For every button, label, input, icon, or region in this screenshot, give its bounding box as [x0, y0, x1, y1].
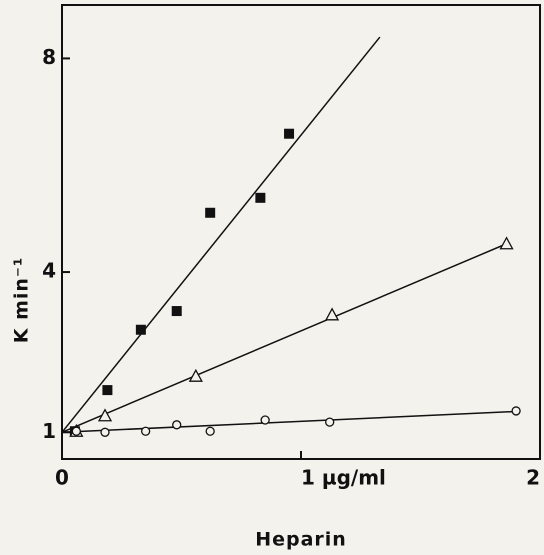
point: [100, 427, 110, 437]
point: [260, 415, 270, 425]
y-tick-label: 4: [42, 259, 56, 283]
point: [324, 307, 340, 321]
point: [325, 417, 335, 427]
x-tick-label: 0: [55, 466, 69, 490]
point: [71, 426, 81, 436]
point: [205, 207, 216, 218]
point: [171, 306, 182, 317]
x-axis-label: Heparin: [255, 529, 347, 551]
fit-line: [61, 410, 517, 434]
fit-line: [61, 36, 381, 433]
point: [284, 128, 295, 139]
fit-line: [61, 243, 507, 433]
point: [205, 426, 215, 436]
point: [102, 385, 113, 396]
y-tick-label: 8: [42, 45, 56, 69]
x-tick-label: 1 µg/ml: [301, 466, 386, 490]
point: [511, 406, 521, 416]
point: [140, 426, 151, 436]
point: [188, 368, 203, 382]
point: [255, 192, 266, 203]
point: [97, 408, 113, 422]
y-tick-label: 1: [42, 419, 56, 443]
point: [172, 420, 182, 430]
x-tick-label: 2: [526, 466, 540, 490]
point: [135, 324, 146, 335]
y-axis-label: K min⁻¹: [11, 257, 33, 344]
point: [499, 236, 514, 250]
plot-frame: [61, 4, 541, 460]
